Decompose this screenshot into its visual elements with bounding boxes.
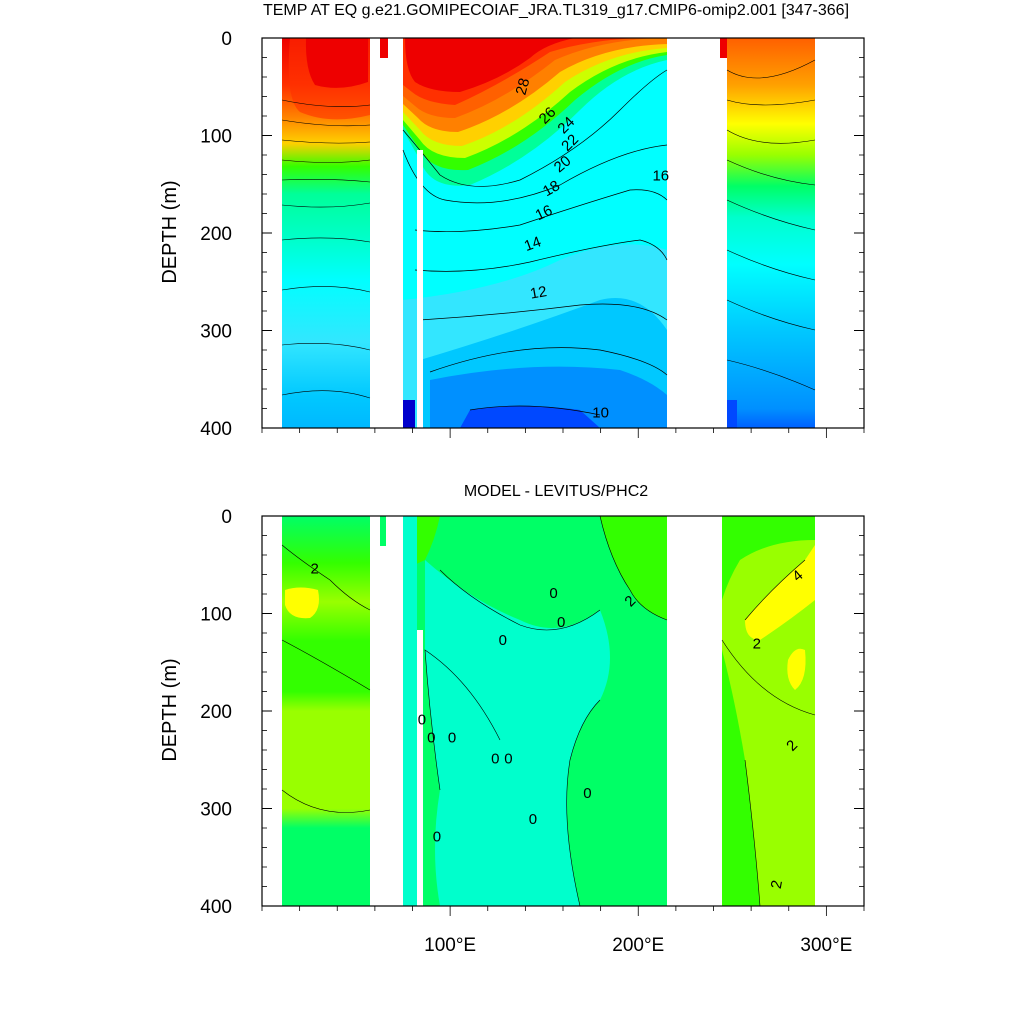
top-band-core (405, 38, 575, 92)
y-tick-label: 0 (221, 507, 232, 528)
contour-label: 16 (533, 202, 555, 224)
contour-label: 2 (311, 561, 319, 578)
contour-label: 0 (433, 829, 441, 846)
top-east-contours (726, 59, 816, 391)
contour-label: 12 (529, 283, 548, 303)
contour-label: 0 (499, 632, 507, 649)
bottom-main-cyan (425, 560, 610, 906)
y-tick-label: 200 (200, 702, 232, 723)
bottom-gap-strip (417, 630, 423, 906)
top-west-core (305, 38, 368, 88)
contour-label: 18 (540, 177, 563, 200)
contour-label: 0 (583, 785, 591, 802)
top-main-bottom (460, 406, 600, 428)
bottom-west-strip (403, 516, 417, 906)
top-gap-fill (374, 38, 382, 428)
bottom-east-yellow (745, 545, 815, 640)
contour-label: 0 (418, 712, 426, 729)
contour-label: 10 (592, 404, 609, 421)
top-chart-title: TEMP AT EQ g.e21.GOMIPECOIAF_JRA.TL319_g… (263, 2, 849, 19)
contour-label: 28 (513, 76, 534, 97)
y-tick-label: 200 (200, 224, 232, 245)
top-contour-a (402, 69, 668, 187)
y-tick-label: 0 (221, 29, 232, 50)
bottom-east-lime2 (722, 650, 760, 906)
top-east-ocean (727, 38, 815, 428)
top-deep-sliver (403, 400, 415, 428)
top-contour-d (414, 239, 668, 272)
x-tick-label: 300°E (800, 935, 852, 956)
top-red-sliver (380, 38, 388, 58)
y-tick-label: 300 (200, 800, 232, 821)
top-panel: TEMP AT EQ g.e21.GOMIPECOIAF_JRA.TL319_g… (159, 2, 865, 440)
top-contour-b (402, 144, 668, 204)
contour-label: 2 (753, 636, 761, 653)
contour-label: 0 (549, 585, 557, 602)
contour-label: 0 (491, 751, 499, 768)
bottom-sliver (380, 516, 386, 546)
bottom-panel: MODEL - LEVITUS/PHC2 (159, 483, 865, 956)
bottom-contours (281, 515, 816, 907)
top-contour-c (414, 189, 668, 233)
contour-label: 2 (768, 879, 786, 890)
contour-label: 0 (557, 614, 565, 631)
bottom-gap-fill (374, 516, 382, 906)
contour-label: 0 (448, 729, 456, 746)
top-y-axis-title: DEPTH (m) (159, 180, 181, 283)
bottom-y-axis-title: DEPTH (m) (159, 658, 181, 761)
bottom-east-yellow2 (787, 648, 806, 690)
x-tick-label: 100°E (424, 935, 476, 956)
y-tick-label: 100 (200, 605, 232, 626)
bottom-chart-title: MODEL - LEVITUS/PHC2 (464, 483, 648, 500)
contour-label: 0 (504, 751, 512, 768)
top-gap-strip (417, 150, 423, 428)
x-tick-label: 200°E (612, 935, 664, 956)
contour-label: 0 (427, 729, 435, 746)
y-tick-label: 400 (200, 419, 232, 440)
bottom-west-ocean (282, 516, 370, 906)
bottom-east-lime (722, 516, 815, 600)
top-y-axis: 0 100 200 300 400 (200, 29, 865, 440)
y-tick-label: 300 (200, 322, 232, 343)
bottom-x-axis: 100°E 200°E 300°E (261, 906, 865, 956)
bottom-main-lime (600, 516, 667, 620)
top-west-contours (281, 99, 371, 399)
top-contour-e (419, 303, 668, 321)
top-east-sliver (720, 38, 727, 58)
bottom-west-yellow (285, 587, 319, 619)
y-tick-label: 100 (200, 127, 232, 148)
top-contour-g (469, 405, 601, 416)
contour-label: 16 (652, 167, 669, 184)
top-contour-f (429, 347, 668, 376)
y-tick-label: 400 (200, 897, 232, 918)
contour-label: 0 (529, 811, 537, 828)
contour-label: 14 (522, 233, 543, 255)
top-east-deep (727, 400, 737, 428)
